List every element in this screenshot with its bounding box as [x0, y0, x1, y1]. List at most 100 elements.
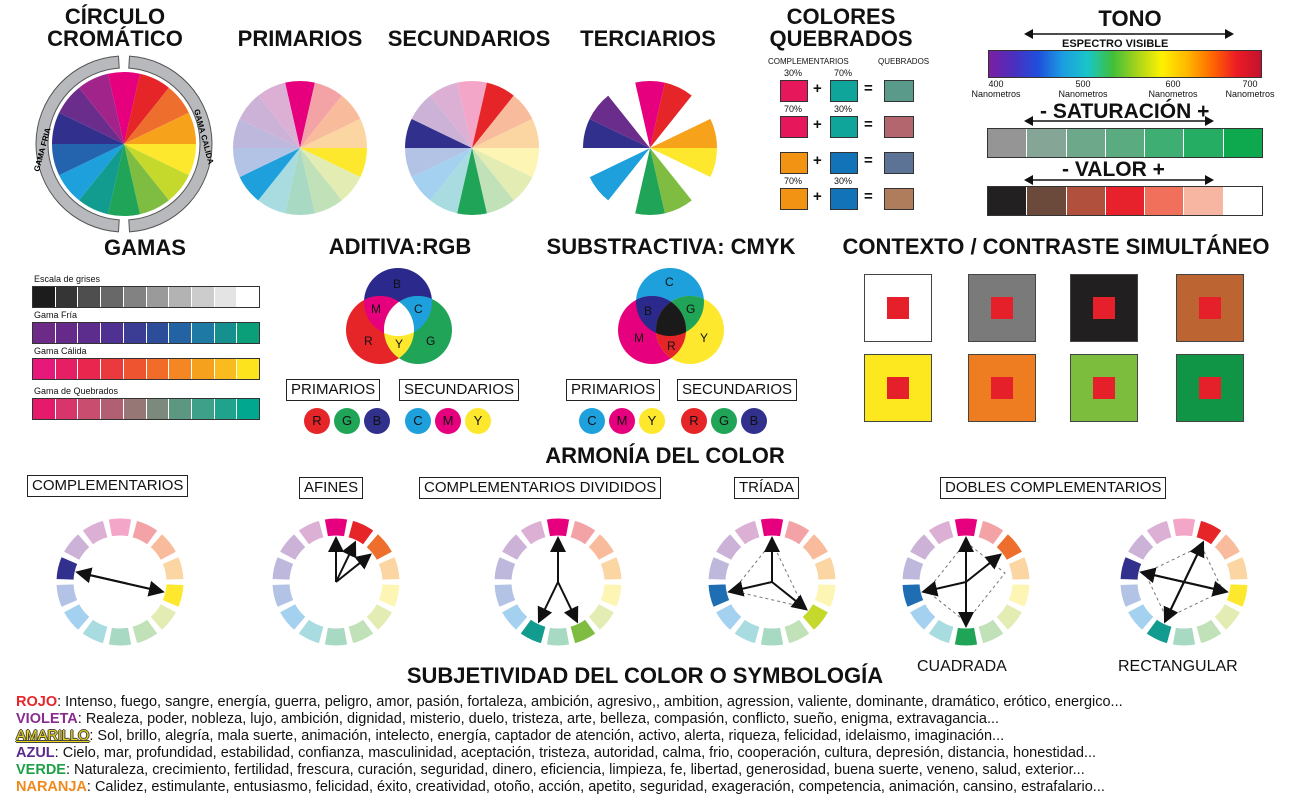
wheel-slice	[52, 144, 124, 176]
secundarios-title: SECUNDARIOS	[387, 26, 551, 51]
terciarios-title: TERCIARIOS	[580, 26, 716, 51]
harmony-arrow	[335, 540, 357, 583]
strip-swatch	[1223, 129, 1262, 157]
harmony-arrow	[75, 567, 162, 593]
wheel-slice	[107, 72, 141, 144]
color-dot: C	[579, 408, 605, 434]
label-triada: TRÍADA	[734, 477, 800, 499]
harmony-segment	[519, 618, 547, 645]
gama-swatch	[237, 399, 260, 419]
harmony-segment	[587, 532, 616, 562]
harmony-segment	[953, 626, 979, 647]
wheel-slice	[124, 144, 169, 215]
nm-value: 600	[1165, 79, 1181, 89]
harmony-segment	[493, 555, 517, 581]
primarios-wheel	[233, 81, 367, 215]
harmony-segment	[1225, 555, 1249, 581]
harmony-segment	[977, 519, 1005, 546]
wheel-slice	[79, 144, 124, 215]
contexto-box	[864, 354, 932, 422]
symbology-row: ROJO: Intenso, fuego, sangre, energía, g…	[16, 694, 1123, 711]
cmyk-g-label: G	[686, 302, 695, 316]
harmony-segment	[801, 602, 830, 632]
harmony-wheel-triada	[707, 517, 837, 647]
harmony-segment	[377, 583, 401, 609]
symbology-row: VERDE: Naturaleza, crecimiento, fertilid…	[16, 762, 1085, 779]
harmony-segment	[62, 532, 91, 562]
wheel-slice	[300, 148, 342, 214]
gama-swatch	[78, 287, 102, 307]
wheel-slice	[589, 148, 650, 201]
gama-strip	[32, 398, 260, 420]
contexto-red-square	[887, 377, 909, 399]
nm-unit: Nanometros	[1148, 89, 1198, 99]
quebrados-result	[884, 80, 914, 102]
gama-swatch	[237, 359, 260, 379]
primarios-title: PRIMARIOS	[237, 26, 363, 51]
strip-swatch	[1184, 187, 1224, 215]
contexto-box	[1070, 274, 1138, 342]
harmony-segment	[759, 517, 785, 538]
label-complementarios: COMPLEMENTARIOS	[27, 475, 189, 497]
quebrados-swatch-b	[830, 116, 858, 138]
wheel-slice	[239, 95, 300, 148]
nm-value: 500	[1075, 79, 1091, 89]
wheel-slice	[124, 144, 189, 201]
harmony-wheel-rectangular	[1119, 517, 1249, 647]
strip-swatch	[1027, 187, 1067, 215]
contexto-red-square	[1093, 377, 1115, 399]
gama-swatch	[191, 399, 215, 419]
rgb-r-label: R	[364, 334, 373, 348]
symbology-word: ROJO	[16, 694, 58, 710]
harmony-arrow	[1142, 571, 1229, 597]
gama-swatch	[146, 287, 170, 307]
color-dot: R	[681, 408, 707, 434]
gama-label: Escala de grises	[34, 274, 101, 284]
symbology-row: VIOLETA: Realeza, poder, nobleza, lujo, …	[16, 711, 999, 728]
nm-tick: 700 Nanometros	[1222, 79, 1278, 99]
wheel-slice	[233, 148, 300, 178]
harmony-segment	[271, 583, 295, 609]
gama-swatch	[214, 399, 238, 419]
wheel-slice	[405, 118, 472, 148]
rgb-g-label: G	[426, 334, 435, 348]
harmony-segment	[161, 555, 185, 581]
contexto-red-square	[991, 297, 1013, 319]
harmony-segment	[759, 626, 785, 647]
gama-swatch	[55, 323, 79, 343]
rgb-b-label: B	[393, 277, 401, 291]
wheel-slice	[59, 144, 124, 201]
substractiva-primarios-label: PRIMARIOS	[566, 379, 661, 401]
harmony-segment	[1195, 519, 1223, 546]
harmony-segment	[927, 618, 955, 645]
nm-tick: 500 Nanometros	[1055, 79, 1111, 99]
harmony-segment	[569, 519, 597, 546]
harmony-segment	[493, 583, 517, 609]
gama-swatch	[214, 287, 238, 307]
quebrados-title-line2: QUEBRADOS	[769, 26, 913, 51]
quebrados-swatch-a	[780, 152, 808, 174]
quebrados-pct: 30%	[784, 68, 803, 78]
substractiva-secundarios-label: SECUNDARIOS	[677, 379, 798, 401]
harmony-segment	[131, 519, 159, 546]
gama-swatch	[214, 359, 238, 379]
wheel-slice	[635, 148, 665, 215]
wheel-slice	[650, 82, 692, 148]
quebrados-title-line1: COLORES	[786, 4, 896, 29]
rgb-m-label: M	[371, 302, 381, 316]
harmony-segment	[1171, 626, 1197, 647]
plus-sign: +	[813, 80, 822, 97]
wheel-slice	[472, 148, 539, 178]
contexto-box	[968, 354, 1036, 422]
gama-swatch	[101, 359, 124, 379]
color-dot: M	[609, 408, 635, 434]
wheel-slice	[239, 148, 300, 201]
gama-label: Gama de Quebrados	[34, 386, 119, 396]
harmony-segment	[1145, 618, 1173, 645]
harmony-segment	[297, 618, 325, 645]
wheel-slice	[405, 148, 472, 178]
quebrados-swatch-a	[780, 116, 808, 138]
harmony-segment	[813, 583, 837, 609]
symbology-text: : Intenso, fuego, sangre, energía, guerr…	[57, 694, 1123, 710]
harmony-segment	[908, 602, 937, 632]
